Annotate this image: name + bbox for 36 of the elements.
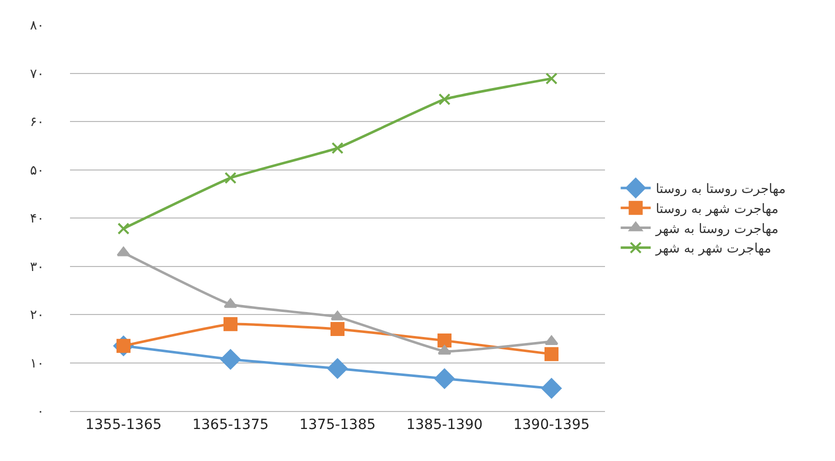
y-tick-label: ۴۰ <box>30 212 44 227</box>
point <box>332 142 344 154</box>
point <box>544 347 558 362</box>
y-tick-label: ۷۰ <box>30 66 44 82</box>
y-tick-label: ۵۰ <box>30 163 44 178</box>
point <box>546 72 558 85</box>
y-tick-label: ۸۰ <box>30 18 44 34</box>
legend-label: مهاجرت شهر به شهر <box>654 242 772 257</box>
point <box>330 322 344 336</box>
point <box>116 246 130 256</box>
point <box>118 222 130 235</box>
legend-label: مهاجرت شهر به روستا <box>656 202 778 217</box>
point <box>438 345 452 355</box>
x-tick-label: 1390-1395 <box>513 416 590 433</box>
x-tick-label: 1375-1385 <box>299 416 376 433</box>
x-tick-label: 1385-1390 <box>406 416 483 433</box>
y-tick-label: ۲۰ <box>30 308 44 324</box>
point <box>434 368 455 389</box>
y-tick-label: ۱۰ <box>30 356 44 372</box>
point <box>220 349 241 370</box>
y-tick-label: ۳۰ <box>30 260 44 275</box>
point <box>438 93 450 106</box>
y-tick-label: ۶۰ <box>30 115 44 130</box>
y-tick-label: ۰ <box>37 404 44 420</box>
legend-label: مهاجرت روستا به شهر <box>654 222 778 237</box>
point <box>224 298 238 308</box>
point <box>544 336 558 346</box>
point <box>327 358 348 379</box>
point <box>224 317 238 332</box>
x-tick-label: 1365-1375 <box>192 416 269 433</box>
x-tick-label: 1355-1365 <box>85 416 162 433</box>
point <box>541 378 562 398</box>
legend-label: مهاجرت روستا به روستا <box>656 182 786 198</box>
point <box>224 172 236 184</box>
point <box>330 310 344 320</box>
point <box>438 334 452 348</box>
